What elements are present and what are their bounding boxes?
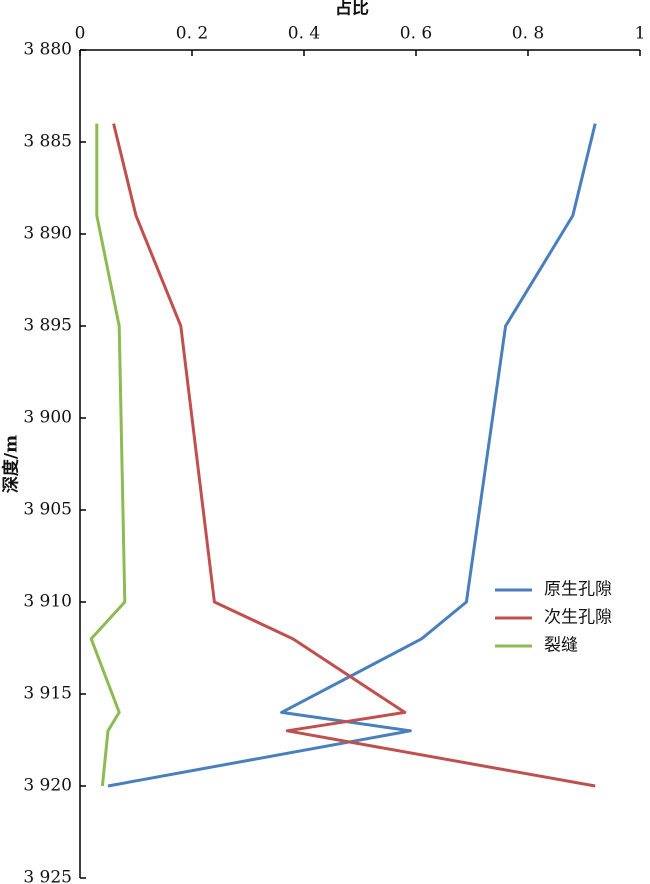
depth-tick-label: 3 895	[23, 316, 72, 336]
depth-tick-label: 3 915	[23, 684, 72, 704]
ratio-tick-label: 0. 6	[400, 24, 432, 44]
depth-tick-label: 3 880	[23, 40, 72, 60]
legend-label: 原生孔隙	[544, 580, 612, 600]
depth-axis-label: 深度/m	[1, 435, 22, 493]
depth-tick-label: 3 885	[23, 132, 72, 152]
series-line	[89, 123, 127, 787]
legend-label: 裂缝	[544, 636, 578, 656]
depth-tick-label: 3 920	[23, 776, 72, 796]
depth-tick-label: 3 900	[23, 408, 72, 428]
ratio-axis-label: 占比	[335, 0, 369, 19]
ratio-tick-label: 0. 2	[176, 24, 208, 44]
legend-label: 次生孔隙	[544, 608, 612, 628]
depth-tick-label: 3 905	[23, 500, 72, 520]
series-line	[107, 123, 597, 788]
ratio-tick-label: 0	[75, 24, 86, 44]
ratio-tick-label: 0. 4	[288, 24, 320, 44]
depth-tick-label: 3 910	[23, 592, 72, 612]
ratio-tick-label: 1	[635, 24, 646, 44]
depth-tick-label: 3 890	[23, 224, 72, 244]
depth-tick-label: 3 925	[23, 868, 72, 884]
series-line	[112, 123, 596, 788]
ratio-tick-label: 0. 8	[512, 24, 544, 44]
